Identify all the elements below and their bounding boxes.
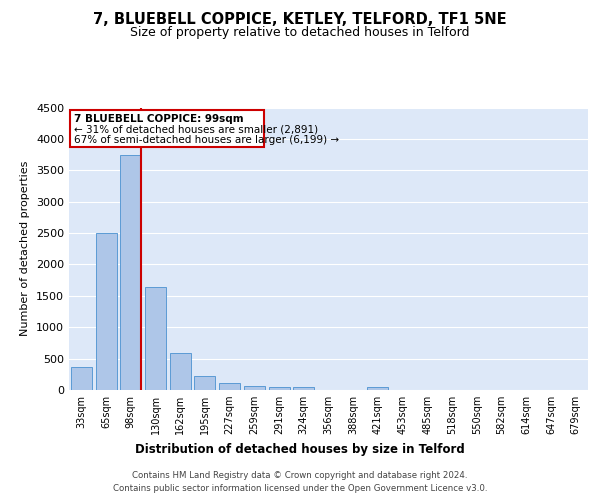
Bar bbox=[219, 383, 240, 390]
Bar bbox=[244, 386, 265, 390]
Bar bbox=[367, 386, 388, 390]
Bar bbox=[95, 233, 116, 390]
Text: 7 BLUEBELL COPPICE: 99sqm: 7 BLUEBELL COPPICE: 99sqm bbox=[74, 114, 244, 124]
Text: 67% of semi-detached houses are larger (6,199) →: 67% of semi-detached houses are larger (… bbox=[74, 135, 339, 145]
Bar bbox=[293, 388, 314, 390]
Text: Contains HM Land Registry data © Crown copyright and database right 2024.: Contains HM Land Registry data © Crown c… bbox=[132, 471, 468, 480]
Bar bbox=[269, 387, 290, 390]
FancyBboxPatch shape bbox=[70, 110, 264, 147]
Text: Size of property relative to detached houses in Telford: Size of property relative to detached ho… bbox=[130, 26, 470, 39]
Text: ← 31% of detached houses are smaller (2,891): ← 31% of detached houses are smaller (2,… bbox=[74, 124, 318, 134]
Bar bbox=[120, 154, 141, 390]
Text: 7, BLUEBELL COPPICE, KETLEY, TELFORD, TF1 5NE: 7, BLUEBELL COPPICE, KETLEY, TELFORD, TF… bbox=[93, 12, 507, 28]
Y-axis label: Number of detached properties: Number of detached properties bbox=[20, 161, 31, 336]
Text: Contains public sector information licensed under the Open Government Licence v3: Contains public sector information licen… bbox=[113, 484, 487, 493]
Bar bbox=[71, 367, 92, 390]
Bar bbox=[145, 287, 166, 390]
Bar bbox=[170, 353, 191, 390]
Bar bbox=[194, 376, 215, 390]
Text: Distribution of detached houses by size in Telford: Distribution of detached houses by size … bbox=[135, 442, 465, 456]
